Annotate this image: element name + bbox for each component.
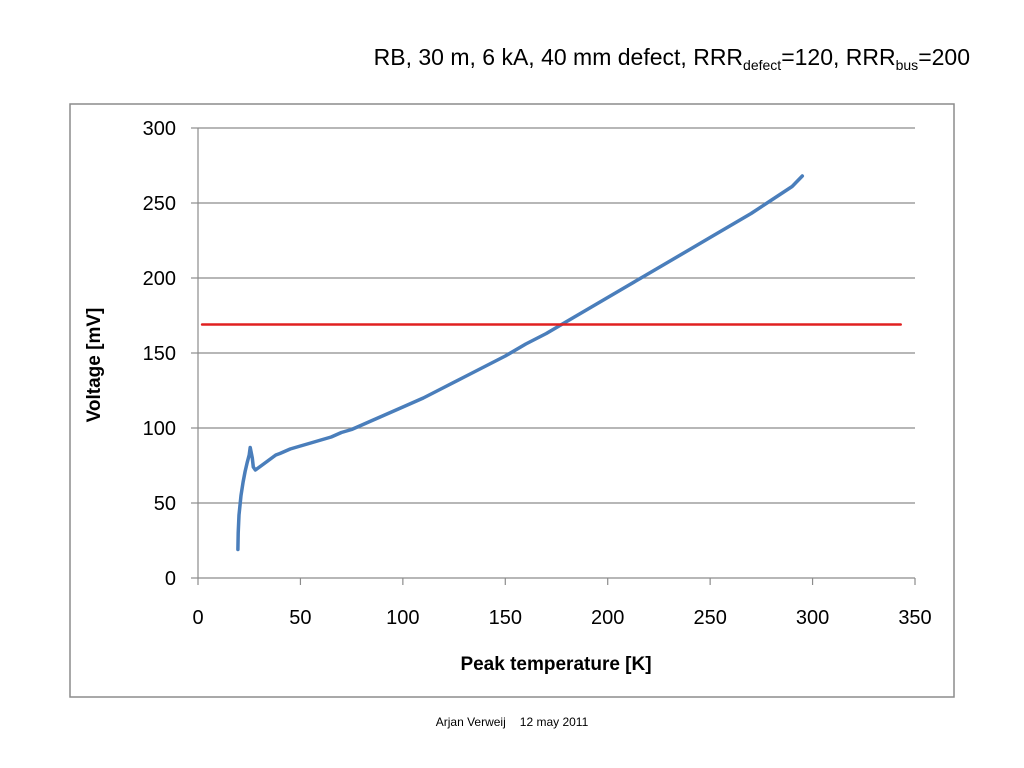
y-tick-label: 100 (143, 418, 176, 440)
y-tick-label: 300 (143, 118, 176, 140)
x-axis-label: Peak temperature [K] (460, 654, 651, 675)
title-subscript-defect: defect (743, 57, 782, 73)
y-tick-label: 0 (165, 568, 176, 590)
title-subscript-bus: bus (895, 57, 919, 73)
title-suffix: =200 (918, 44, 970, 70)
y-tick-label: 200 (143, 268, 176, 290)
x-tick-label: 300 (796, 607, 829, 629)
footer-date: 12 may 2011 (519, 715, 589, 729)
y-axis-label: Voltage [mV] (84, 308, 105, 423)
title-prefix: RB, 30 m, 6 kA, 40 mm defect, RRR (373, 44, 744, 70)
title-mid: =120, RRR (781, 44, 896, 70)
footer-author: Arjan Verweij (435, 715, 506, 729)
x-tick-label: 50 (289, 607, 311, 629)
x-tick-label: 200 (591, 607, 624, 629)
footer: Arjan Verweij 12 may 2011 (0, 715, 1024, 729)
chart-title: RB, 30 m, 6 kA, 40 mm defect, RRRdefect=… (374, 44, 970, 73)
x-tick-label: 350 (898, 607, 931, 629)
x-tick-label: 100 (386, 607, 419, 629)
y-tick-label: 150 (143, 343, 176, 365)
y-tick-label: 50 (154, 493, 176, 515)
y-tick-label: 250 (143, 193, 176, 215)
x-tick-label: 150 (489, 607, 522, 629)
voltage-curve-series (236, 174, 805, 552)
x-tick-label: 0 (192, 607, 203, 629)
x-tick-label: 250 (693, 607, 726, 629)
